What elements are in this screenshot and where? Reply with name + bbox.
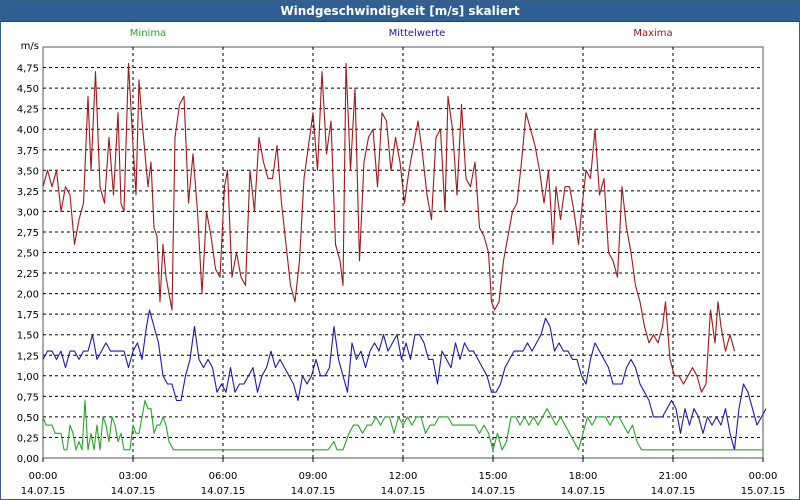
y-tick-label: 0,25 xyxy=(17,433,39,444)
y-tick-label: 0,00 xyxy=(17,454,39,465)
y-axis-label: m/s xyxy=(21,41,39,52)
y-tick-label: 3,25 xyxy=(17,187,39,198)
x-tick-label-time: 06:00 xyxy=(209,471,238,482)
series-line-mittelwerte xyxy=(42,309,767,451)
y-tick-label: 2,50 xyxy=(17,249,39,260)
x-tick-label-time: 15:00 xyxy=(479,471,508,482)
x-tick-label-date: 14.07.15 xyxy=(471,486,516,497)
x-tick-label-time: 09:00 xyxy=(299,471,328,482)
x-tick-label-time: 03:00 xyxy=(119,471,148,482)
x-tick-label-date: 14.07.15 xyxy=(21,486,66,497)
y-tick-label: 1,25 xyxy=(17,351,39,362)
y-tick-label: 1,50 xyxy=(17,331,39,342)
y-tick-label: 2,25 xyxy=(17,269,39,280)
y-tick-label: 1,00 xyxy=(17,372,39,383)
legend-label-maxima: Maxima xyxy=(633,28,672,39)
y-tick-label: 3,00 xyxy=(17,207,39,218)
x-tick-label-date: 15.07.15 xyxy=(741,486,786,497)
y-tick-label: 3,50 xyxy=(17,166,39,177)
title-bar: Windgeschwindigkeit [m/s] skaliert xyxy=(1,1,799,22)
chart-title: Windgeschwindigkeit [m/s] skaliert xyxy=(280,4,520,18)
series-line-maxima xyxy=(42,62,736,393)
x-tick-label-date: 14.07.15 xyxy=(291,486,336,497)
y-tick-label: 0,75 xyxy=(17,392,39,403)
legend-label-mittelwerte: Mittelwerte xyxy=(389,28,446,39)
x-tick-label-time: 00:00 xyxy=(29,471,58,482)
y-tick-label: 4,25 xyxy=(17,105,39,116)
legend-label-minima: Minima xyxy=(130,28,166,39)
x-tick-label-date: 14.07.15 xyxy=(381,486,426,497)
x-tick-label-date: 14.07.15 xyxy=(561,486,606,497)
x-tick-label-date: 14.07.15 xyxy=(651,486,696,497)
series-line-minima xyxy=(42,399,763,451)
x-tick-label-time: 12:00 xyxy=(389,471,418,482)
y-tick-label: 3,75 xyxy=(17,146,39,157)
y-tick-label: 4,00 xyxy=(17,125,39,136)
x-tick-label-date: 14.07.15 xyxy=(201,486,246,497)
y-tick-label: 1,75 xyxy=(17,310,39,321)
x-tick-label-time: 18:00 xyxy=(569,471,598,482)
y-tick-label: 2,00 xyxy=(17,290,39,301)
x-tick-label-time: 00:00 xyxy=(749,471,778,482)
x-tick-label-time: 21:00 xyxy=(659,471,688,482)
x-tick-label-date: 14.07.15 xyxy=(111,486,156,497)
y-tick-label: 4,75 xyxy=(17,64,39,75)
chart-area: Minima Mittelwerte Maxima 0,00 0,25 0,50 0,75… xyxy=(17,28,786,497)
y-tick-label: 0,50 xyxy=(17,413,39,424)
y-tick-label: 4,50 xyxy=(17,84,39,95)
y-tick-label: 2,75 xyxy=(17,228,39,239)
